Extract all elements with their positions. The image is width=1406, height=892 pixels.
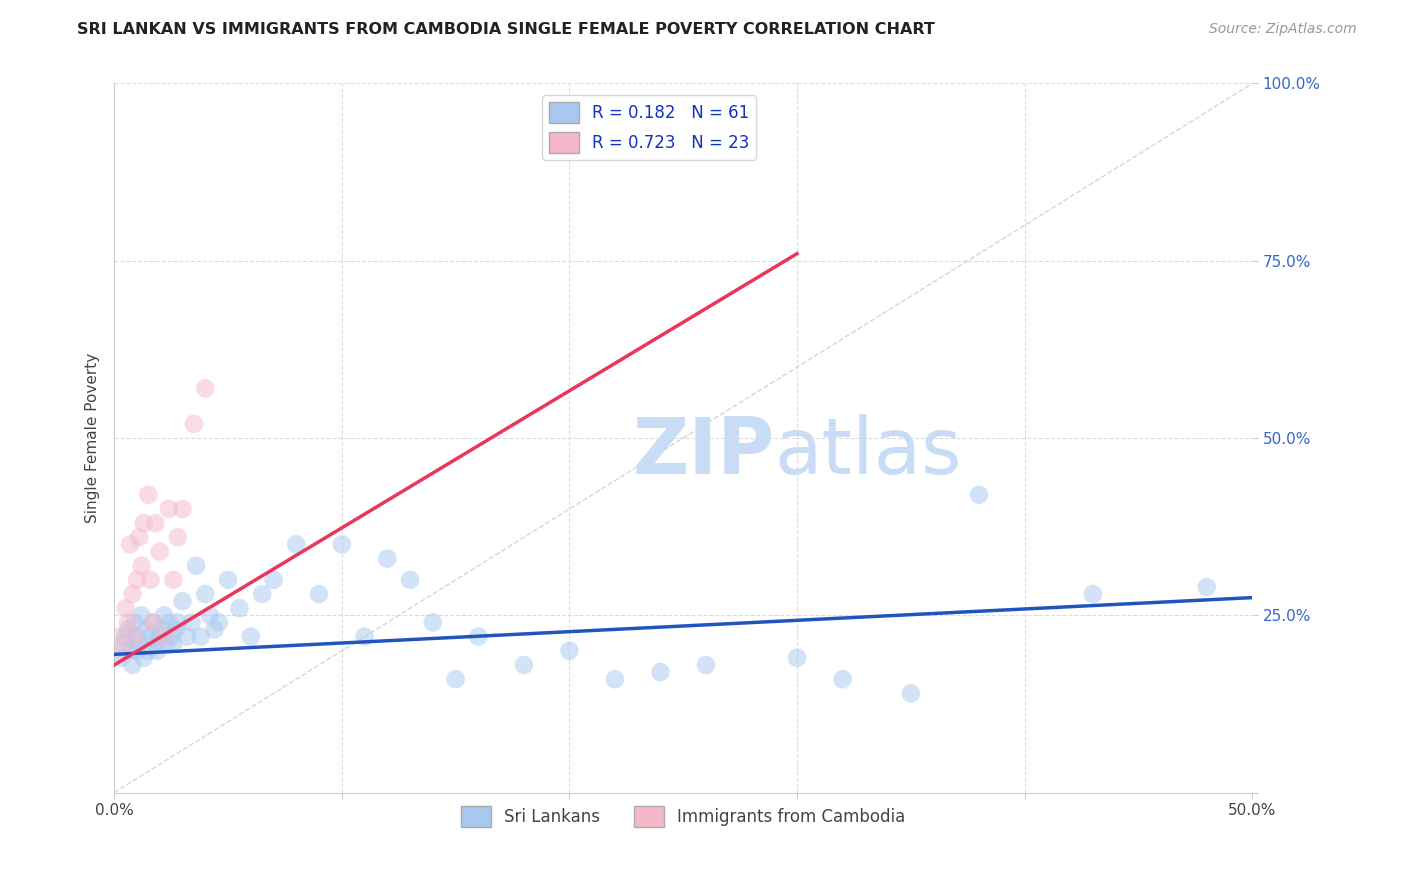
Point [121,587,143,601]
Point [143,637,166,651]
Point [120,644,142,658]
Point [513,658,536,673]
Point [250,587,273,601]
Point [308,587,330,601]
Point [786,651,808,665]
Point [150,623,173,637]
Point [136,644,159,658]
Point [330,537,353,551]
Point [114,601,136,615]
Point [217,573,239,587]
Point [900,686,922,700]
Point [194,587,217,601]
Point [176,630,198,644]
Point [967,488,990,502]
Text: SRI LANKAN VS IMMIGRANTS FROM CAMBODIA SINGLE FEMALE POVERTY CORRELATION CHART: SRI LANKAN VS IMMIGRANTS FROM CAMBODIA S… [77,22,935,37]
Point [146,644,169,658]
Legend: Sri Lankans, Immigrants from Cambodia: Sri Lankans, Immigrants from Cambodia [454,799,912,834]
Text: atlas: atlas [775,414,962,491]
Point [467,630,489,644]
Point [131,608,153,623]
Point [208,615,231,630]
Point [202,623,225,637]
Point [139,630,162,644]
Point [128,530,150,544]
Point [149,544,172,558]
Point [114,630,136,644]
Point [162,637,184,651]
Point [650,665,672,679]
Point [142,615,165,630]
Point [125,644,148,658]
Point [139,573,162,587]
Point [121,658,143,673]
Point [167,615,190,630]
Point [124,615,146,630]
Point [183,417,205,431]
Point [143,516,166,530]
Point [399,573,422,587]
Point [136,488,159,502]
Point [157,502,180,516]
Point [107,630,129,644]
Point [128,637,150,651]
Point [117,623,139,637]
Y-axis label: Single Female Poverty: Single Female Poverty [86,353,100,524]
Point [190,630,212,644]
Point [558,644,581,658]
Point [285,537,308,551]
Text: Source: ZipAtlas.com: Source: ZipAtlas.com [1209,22,1357,37]
Point [353,630,375,644]
Point [239,630,262,644]
Point [165,623,187,637]
Point [112,644,135,658]
Point [1081,587,1104,601]
Point [135,623,157,637]
Point [444,672,467,686]
Point [263,573,285,587]
Point [172,594,194,608]
Point [167,530,190,544]
Point [131,558,153,573]
Point [184,558,207,573]
Point [132,516,155,530]
Point [160,630,183,644]
Point [228,601,250,615]
Point [831,672,853,686]
Point [120,537,142,551]
Point [695,658,717,673]
Point [153,630,176,644]
Point [422,615,444,630]
Point [194,381,217,395]
Point [149,630,172,644]
Point [162,573,184,587]
Point [155,637,177,651]
Point [153,608,176,623]
Point [110,651,132,665]
Point [157,615,180,630]
Point [375,551,398,566]
Point [1195,580,1218,594]
Point [172,502,194,516]
Point [132,651,155,665]
Point [125,630,148,644]
Point [124,630,146,644]
Point [603,672,626,686]
Point [112,637,135,651]
Text: ZIP: ZIP [633,414,775,491]
Point [142,615,165,630]
Point [198,608,221,623]
Point [125,573,148,587]
Point [117,615,139,630]
Point [180,615,202,630]
